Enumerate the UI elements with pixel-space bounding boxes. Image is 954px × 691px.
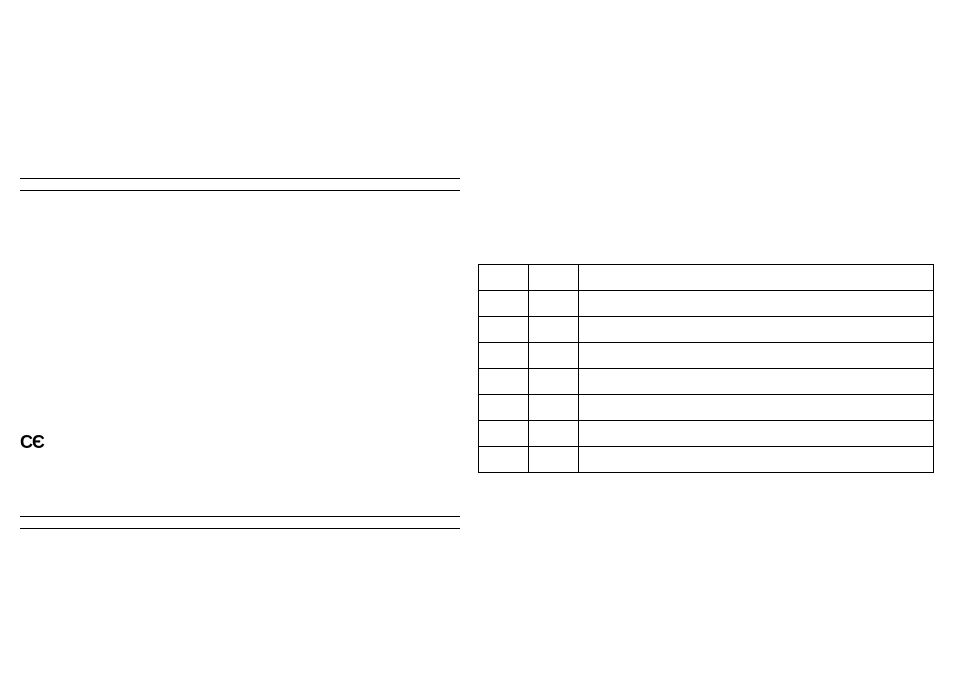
table-cell bbox=[529, 447, 579, 473]
table-row bbox=[479, 395, 934, 421]
table-row bbox=[479, 317, 934, 343]
section-rule bbox=[20, 528, 460, 529]
table-cell bbox=[579, 447, 934, 473]
table-cell bbox=[529, 369, 579, 395]
table-body bbox=[479, 291, 934, 473]
table-row bbox=[479, 447, 934, 473]
ce-mark-icon: CЄ bbox=[20, 432, 44, 453]
table-header-cell bbox=[529, 265, 579, 291]
table-cell bbox=[479, 447, 529, 473]
table-cell bbox=[579, 317, 934, 343]
table-row bbox=[479, 369, 934, 395]
table-cell bbox=[529, 343, 579, 369]
table-cell bbox=[479, 421, 529, 447]
table-cell bbox=[479, 317, 529, 343]
spec-table bbox=[478, 264, 934, 473]
table-cell bbox=[529, 317, 579, 343]
table-cell bbox=[579, 291, 934, 317]
table-row bbox=[479, 343, 934, 369]
table-header-cell bbox=[579, 265, 934, 291]
table-cell bbox=[579, 421, 934, 447]
table-header-row bbox=[479, 265, 934, 291]
page: CЄ bbox=[0, 0, 954, 691]
table-cell bbox=[529, 395, 579, 421]
table-cell bbox=[479, 291, 529, 317]
table-row bbox=[479, 291, 934, 317]
table-cell bbox=[479, 369, 529, 395]
table-cell bbox=[579, 369, 934, 395]
table-cell bbox=[529, 421, 579, 447]
table-cell bbox=[479, 395, 529, 421]
table-cell bbox=[579, 343, 934, 369]
table-cell bbox=[579, 395, 934, 421]
section-rule bbox=[20, 190, 460, 191]
section-rule bbox=[20, 178, 460, 179]
table-header-cell bbox=[479, 265, 529, 291]
table-cell bbox=[479, 343, 529, 369]
table-cell bbox=[529, 291, 579, 317]
section-rule bbox=[20, 516, 460, 517]
table-row bbox=[479, 421, 934, 447]
